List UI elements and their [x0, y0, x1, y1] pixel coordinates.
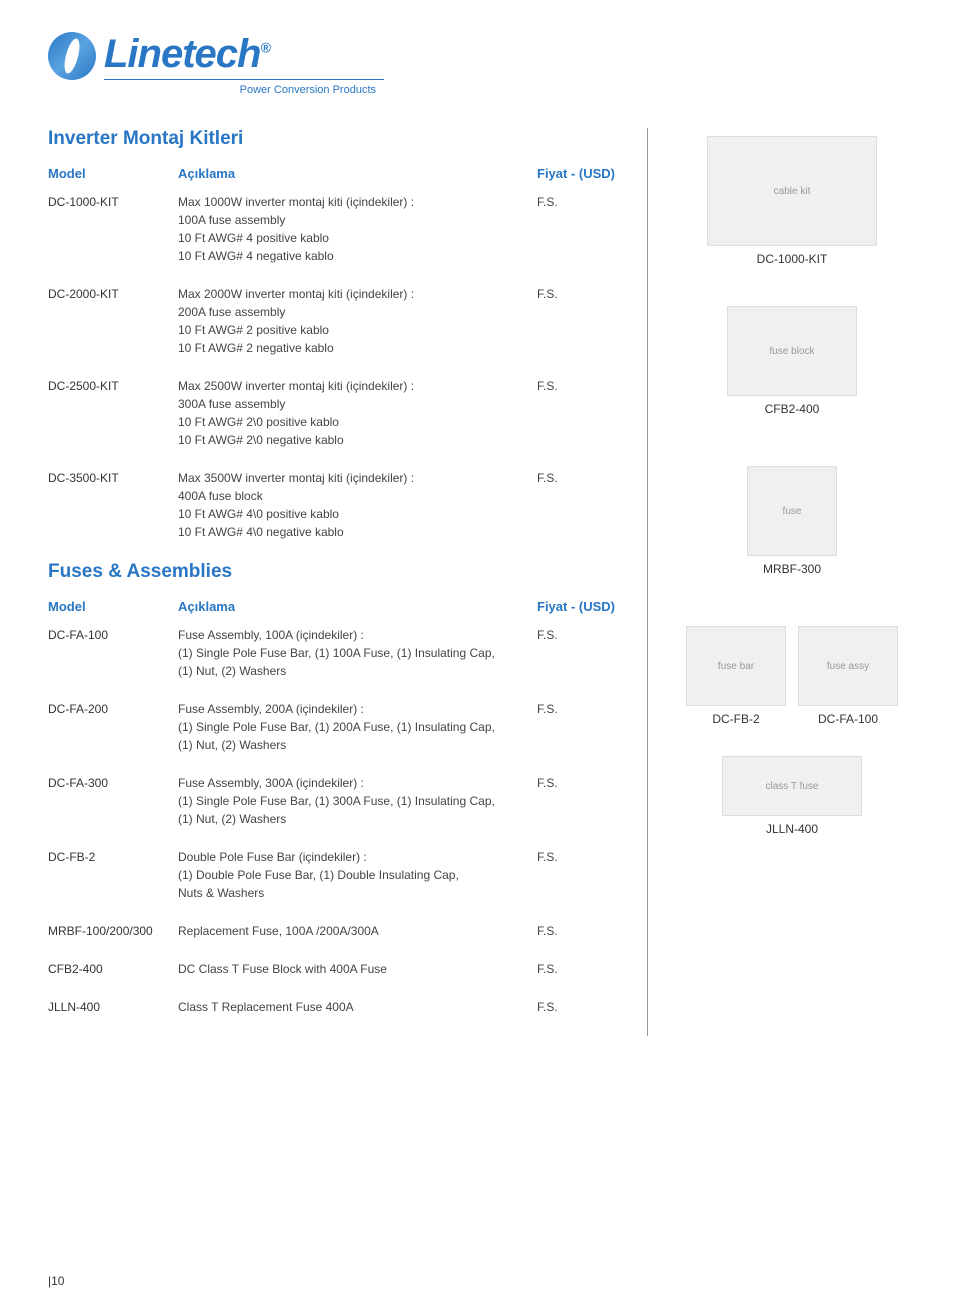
table-row: DC-3500-KITMax 3500W inverter montaj kit…	[48, 469, 627, 541]
cell-price: F.S.	[537, 626, 627, 680]
product-image-item: fuse block CFB2-400	[672, 306, 912, 416]
cell-model: MRBF-100/200/300	[48, 922, 178, 940]
table-row: CFB2-400DC Class T Fuse Block with 400A …	[48, 960, 627, 978]
table-row: DC-2500-KITMax 2500W inverter montaj kit…	[48, 377, 627, 449]
sidebar: cable kit DC-1000-KIT fuse block CFB2-40…	[672, 128, 912, 1036]
product-image: fuse assy	[798, 626, 898, 706]
cell-model: DC-2000-KIT	[48, 285, 178, 357]
product-image-item: fuse bar DC-FB-2	[686, 626, 786, 726]
header-desc: Açıklama	[178, 166, 537, 181]
product-image: class T fuse	[722, 756, 862, 816]
cell-price: F.S.	[537, 848, 627, 902]
cell-desc: Fuse Assembly, 200A (içindekiler) : (1) …	[178, 700, 537, 754]
product-label: DC-1000-KIT	[672, 252, 912, 266]
cell-model: DC-3500-KIT	[48, 469, 178, 541]
header-model: Model	[48, 166, 178, 181]
product-label: MRBF-300	[672, 562, 912, 576]
header-desc: Açıklama	[178, 599, 537, 614]
table-header: Model Açıklama Fiyat - (USD)	[48, 166, 627, 181]
logo-tagline: Power Conversion Products	[104, 84, 384, 96]
product-label: DC-FB-2	[686, 712, 786, 726]
cell-price: F.S.	[537, 998, 627, 1016]
cell-model: DC-1000-KIT	[48, 193, 178, 265]
header-price: Fiyat - (USD)	[537, 599, 627, 614]
section2-title: Fuses & Assemblies	[48, 561, 627, 583]
page-number: |10	[48, 1274, 64, 1288]
cell-desc: Max 1000W inverter montaj kiti (içindeki…	[178, 193, 537, 265]
table-header: Model Açıklama Fiyat - (USD)	[48, 599, 627, 614]
cell-desc: Double Pole Fuse Bar (içindekiler) : (1)…	[178, 848, 537, 902]
section1-title: Inverter Montaj Kitleri	[48, 128, 627, 150]
product-image: fuse bar	[686, 626, 786, 706]
logo: Linetech® Power Conversion Products	[48, 32, 912, 96]
cell-desc: DC Class T Fuse Block with 400A Fuse	[178, 960, 537, 978]
cell-price: F.S.	[537, 285, 627, 357]
cell-price: F.S.	[537, 377, 627, 449]
logo-icon	[48, 32, 96, 80]
cell-price: F.S.	[537, 774, 627, 828]
cell-desc: Fuse Assembly, 100A (içindekiler) : (1) …	[178, 626, 537, 680]
cell-desc: Max 2000W inverter montaj kiti (içindeki…	[178, 285, 537, 357]
cell-price: F.S.	[537, 922, 627, 940]
table-row: JLLN-400Class T Replacement Fuse 400AF.S…	[48, 998, 627, 1016]
header-price: Fiyat - (USD)	[537, 166, 627, 181]
header-model: Model	[48, 599, 178, 614]
cell-desc: Class T Replacement Fuse 400A	[178, 998, 537, 1016]
cell-desc: Fuse Assembly, 300A (içindekiler) : (1) …	[178, 774, 537, 828]
cell-price: F.S.	[537, 700, 627, 754]
cell-model: DC-FA-200	[48, 700, 178, 754]
product-image: fuse	[747, 466, 837, 556]
cell-model: CFB2-400	[48, 960, 178, 978]
product-image-item: fuse assy DC-FA-100	[798, 626, 898, 726]
cell-price: F.S.	[537, 193, 627, 265]
product-image-item: fuse MRBF-300	[672, 466, 912, 576]
table-row: DC-2000-KITMax 2000W inverter montaj kit…	[48, 285, 627, 357]
product-image-item: cable kit DC-1000-KIT	[672, 136, 912, 266]
cell-model: DC-FA-100	[48, 626, 178, 680]
cell-model: JLLN-400	[48, 998, 178, 1016]
product-image: cable kit	[707, 136, 877, 246]
cell-desc: Max 3500W inverter montaj kiti (içindeki…	[178, 469, 537, 541]
product-label: CFB2-400	[672, 402, 912, 416]
table-row: DC-FB-2Double Pole Fuse Bar (içindekiler…	[48, 848, 627, 902]
cell-model: DC-2500-KIT	[48, 377, 178, 449]
page: Linetech® Power Conversion Products Inve…	[0, 0, 960, 1068]
table-row: DC-1000-KITMax 1000W inverter montaj kit…	[48, 193, 627, 265]
logo-name: Linetech®	[104, 32, 384, 77]
table-row: MRBF-100/200/300Replacement Fuse, 100A /…	[48, 922, 627, 940]
table-row: DC-FA-200Fuse Assembly, 200A (içindekile…	[48, 700, 627, 754]
cell-price: F.S.	[537, 469, 627, 541]
product-image-item: class T fuse JLLN-400	[672, 756, 912, 836]
cell-desc: Max 2500W inverter montaj kiti (içindeki…	[178, 377, 537, 449]
table-row: DC-FA-300Fuse Assembly, 300A (içindekile…	[48, 774, 627, 828]
cell-model: DC-FA-300	[48, 774, 178, 828]
product-label: JLLN-400	[672, 822, 912, 836]
product-label: DC-FA-100	[798, 712, 898, 726]
cell-desc: Replacement Fuse, 100A /200A/300A	[178, 922, 537, 940]
logo-divider	[104, 79, 384, 80]
cell-price: F.S.	[537, 960, 627, 978]
cell-model: DC-FB-2	[48, 848, 178, 902]
content-column: Inverter Montaj Kitleri Model Açıklama F…	[48, 128, 648, 1036]
product-image: fuse block	[727, 306, 857, 396]
table-row: DC-FA-100Fuse Assembly, 100A (içindekile…	[48, 626, 627, 680]
